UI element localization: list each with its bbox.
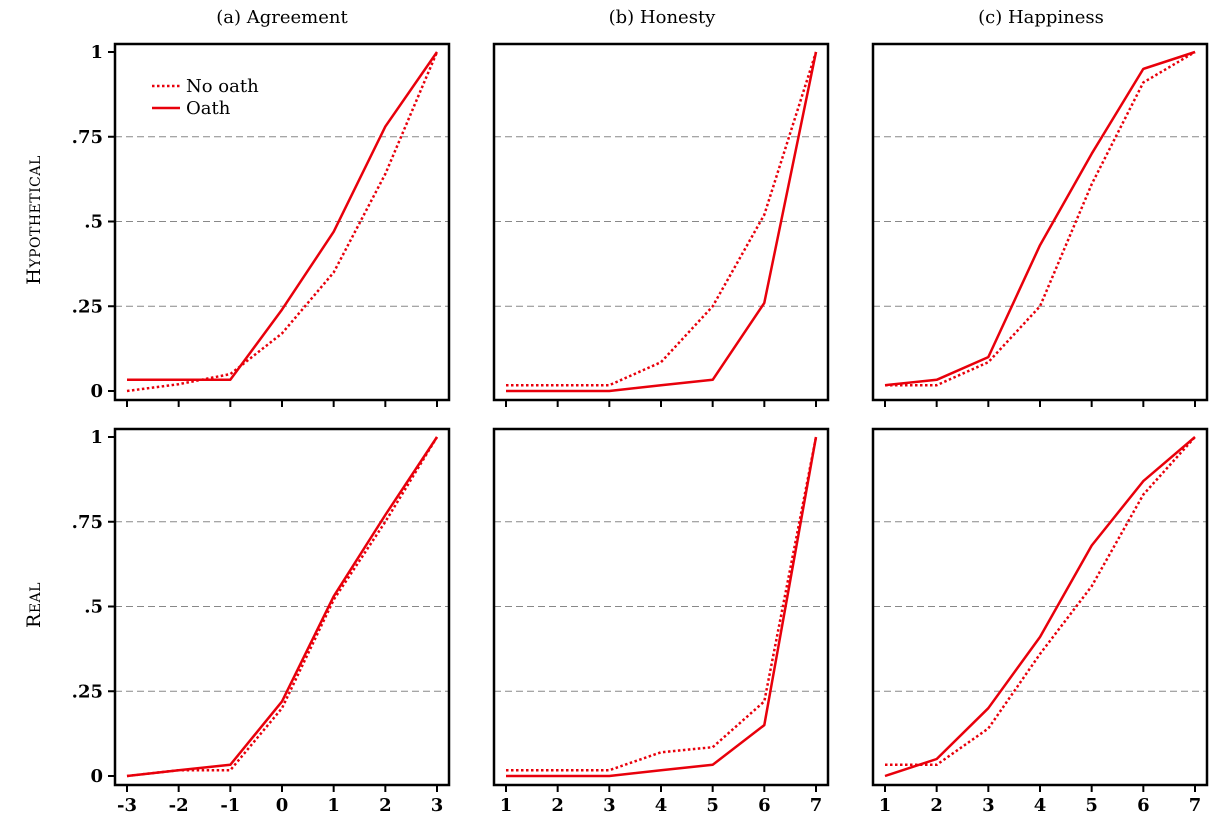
panel-hypothetical-agreement: 0 .25 .5 .75 1 [72, 42, 451, 407]
x-tick-label: 6 [758, 795, 771, 816]
x-tick-label: 3 [603, 795, 616, 816]
y-tick-label: 1 [90, 42, 103, 63]
x-tick-label: 1 [327, 795, 340, 816]
x-tick-label: 2 [379, 795, 392, 816]
y-tick-label: 0 [90, 381, 103, 402]
panel-real-happiness: 1 2 3 4 5 6 7 [871, 427, 1209, 816]
x-tick-label: -1 [220, 795, 240, 816]
y-tick-label: .25 [72, 296, 103, 317]
legend: No oath Oath [152, 76, 259, 119]
x-tick-label: 3 [982, 795, 995, 816]
x-tick-label: -2 [169, 795, 189, 816]
x-tick-label: 5 [706, 795, 719, 816]
series-line-no-oath [506, 51, 818, 387]
series-line-no-oath [885, 436, 1196, 767]
y-tick-label: .25 [72, 681, 103, 702]
panel-hypothetical-honesty [492, 42, 830, 407]
series-line-no-oath [885, 50, 1196, 387]
legend-label-no-oath: No oath [186, 76, 259, 97]
row-titles: HYPOTHETICAL REAL [23, 155, 45, 628]
column-title-agreement: (a) Agreement [216, 7, 348, 28]
y-tick-label: 0 [90, 766, 103, 787]
x-tick-label: 7 [810, 795, 823, 816]
y-tick-label: .75 [72, 512, 103, 533]
x-tick-label: 6 [1137, 795, 1150, 816]
x-tick-label: 7 [1189, 795, 1202, 816]
x-tick-label: 4 [1034, 795, 1047, 816]
column-titles: (a) Agreement (b) Honesty (c) Happiness [216, 7, 1104, 28]
y-tick-label: .5 [84, 212, 103, 233]
x-tick-label: 4 [655, 795, 668, 816]
x-tick-label: 0 [276, 795, 289, 816]
x-tick-label: 2 [551, 795, 564, 816]
series-line-oath [884, 436, 1196, 778]
y-tick-label: .75 [72, 127, 103, 148]
panel-real-agreement: 0 .25 .5 .75 1 -3 -2 -1 0 1 2 3 [72, 427, 451, 816]
y-tick-label: .5 [84, 597, 103, 618]
series-line-no-oath [126, 51, 439, 393]
column-title-happiness: (c) Happiness [978, 7, 1104, 28]
x-tick-label: 1 [879, 795, 892, 816]
series-line-oath [884, 50, 1196, 387]
legend-label-oath: Oath [186, 98, 231, 119]
x-tick-label: -3 [117, 795, 137, 816]
column-title-honesty: (b) Honesty [609, 7, 717, 28]
series-line-oath [506, 436, 818, 778]
x-tick-label: 3 [431, 795, 444, 816]
series-line-oath [126, 436, 439, 778]
y-tick-label: 1 [90, 427, 103, 448]
x-tick-label: 2 [930, 795, 943, 816]
row-title-real: REAL [23, 582, 45, 628]
panel-real-honesty: 1 2 3 4 5 6 7 [492, 427, 830, 816]
series-line-no-oath [506, 436, 818, 772]
series-line-oath [127, 51, 439, 382]
x-tick-label: 1 [500, 795, 513, 816]
panel-hypothetical-happiness [871, 42, 1209, 407]
series-line-oath [506, 51, 818, 393]
x-tick-label: 5 [1085, 795, 1098, 816]
row-title-hypothetical: HYPOTHETICAL [23, 155, 45, 284]
panels: 0 .25 .5 .75 1 0 .25 .5 .75 1 -3 -2 -1 0 1 2 3 1 2 3 4 5 6 7 1 2 3… [72, 42, 1209, 816]
